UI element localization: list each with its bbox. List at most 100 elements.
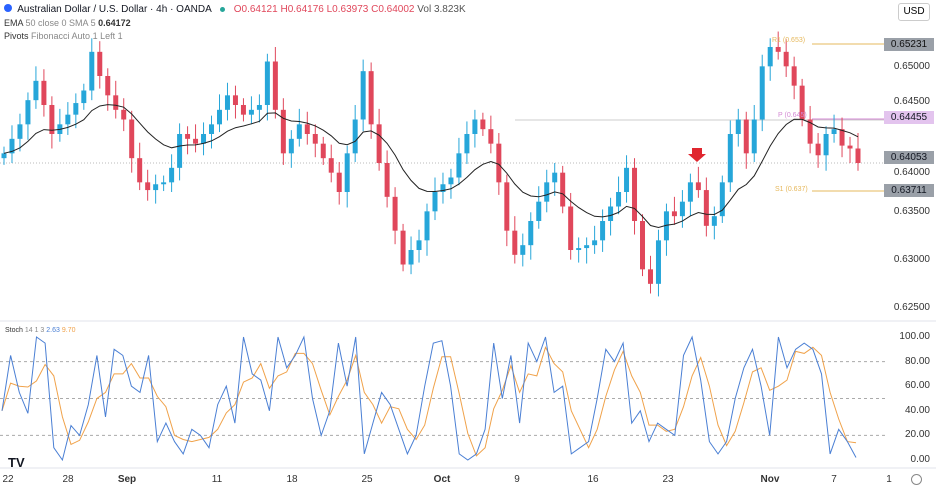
current-price-tag: 0.64053	[884, 151, 934, 164]
candle-body	[264, 61, 270, 105]
candle-body	[153, 184, 159, 191]
candle-body	[520, 245, 526, 255]
price-tick: 0.64000	[893, 167, 930, 178]
ema-line	[3, 104, 859, 229]
candle-body	[352, 119, 358, 154]
x-tick: 28	[62, 474, 74, 485]
candle-body	[727, 133, 733, 183]
candle-body	[687, 182, 693, 202]
candle-body	[201, 133, 207, 144]
pivot-label: P (0.645)	[778, 112, 807, 119]
stoch-label: Stoch	[5, 327, 23, 334]
stoch-tick: 0.00	[910, 454, 930, 465]
candle-body	[320, 143, 326, 159]
candle-body	[783, 51, 789, 67]
stoch-d-value: 9.70	[61, 327, 76, 334]
candle-body	[847, 145, 853, 149]
candle-body	[456, 153, 462, 178]
tradingview-logo-icon: TV	[8, 455, 25, 470]
stoch-params: 14 1 3	[24, 327, 45, 334]
candle-body	[464, 133, 470, 154]
candle-body	[256, 104, 262, 110]
stoch-legend[interactable]: Stoch 14 1 3 2.63 9.70	[5, 327, 75, 334]
candle-body	[33, 80, 39, 101]
ema-value: 0.64172	[98, 18, 131, 28]
candle-body	[41, 80, 47, 105]
candle-body	[536, 201, 542, 222]
low-value: L0.63973	[326, 4, 369, 15]
symbol-logo-icon	[4, 4, 12, 12]
candle-body	[304, 124, 310, 134]
candle-body	[408, 250, 414, 265]
candle-body	[272, 61, 278, 110]
stoch-tick: 100.00	[899, 331, 930, 342]
stoch-tick: 80.00	[904, 356, 930, 367]
candle-body	[97, 51, 103, 76]
candle-body	[73, 103, 79, 115]
candle-body	[336, 172, 342, 193]
pivots-legend[interactable]: Pivots Fibonacci Auto 1 Left 1	[4, 31, 123, 41]
candle-body	[248, 109, 254, 115]
candle-body	[240, 104, 246, 115]
candle-body	[743, 119, 749, 154]
candle-body	[145, 182, 151, 191]
candle-body	[616, 192, 622, 207]
candle-body	[9, 138, 15, 154]
candle-body	[632, 167, 638, 222]
candle-body	[767, 46, 773, 67]
stoch-tick: 60.00	[904, 380, 930, 391]
x-tick: 9	[514, 474, 520, 485]
candle-body	[432, 192, 438, 212]
candle-body	[496, 143, 502, 183]
candle-body	[193, 138, 199, 144]
x-tick: Oct	[433, 474, 451, 485]
price-tick: 0.62500	[893, 302, 930, 313]
s1-price-tag: 0.63711	[884, 184, 934, 197]
settings-icon[interactable]	[911, 474, 922, 485]
candle-body	[113, 95, 119, 110]
candle-body	[584, 245, 590, 249]
candle-body	[759, 66, 765, 120]
candle-body	[799, 85, 805, 120]
candle-body	[560, 172, 566, 207]
price-tick: 0.64500	[893, 96, 930, 107]
candle-body	[296, 124, 302, 139]
symbol-title[interactable]: Australian Dollar / U.S. Dollar · 4h · O…	[17, 4, 212, 15]
candle-body	[440, 184, 446, 193]
stoch-k-line	[1, 335, 857, 462]
down-arrow-icon	[688, 148, 706, 162]
high-value: H0.64176	[280, 4, 324, 15]
r1-label: R1 (0.653)	[772, 37, 806, 44]
x-tick: Nov	[760, 474, 780, 485]
candle-body	[89, 51, 95, 91]
candle-body	[831, 129, 837, 134]
stoch-d-line	[1, 345, 857, 457]
pivot-price-tag: 0.64455	[884, 111, 934, 124]
candle-body	[209, 124, 215, 134]
x-tick: 22	[2, 474, 14, 485]
x-tick: 1	[886, 474, 892, 485]
candle-body	[823, 133, 829, 156]
s1-label: S1 (0.637)	[775, 186, 808, 193]
ema-legend[interactable]: EMA 50 close 0 SMA 5 0.64172	[4, 18, 131, 28]
candle-body	[751, 119, 757, 154]
candle-body	[312, 133, 318, 144]
candle-body	[703, 190, 709, 226]
open-value: O0.64121	[233, 4, 278, 15]
symbol-header: Australian Dollar / U.S. Dollar · 4h · O…	[4, 4, 466, 15]
currency-button[interactable]: USD	[898, 3, 930, 21]
x-tick: 11	[211, 474, 223, 485]
candle-body	[288, 138, 294, 154]
x-tick: 25	[361, 474, 373, 485]
candle-body	[807, 119, 813, 144]
candle-body	[480, 119, 486, 130]
stoch-k-value: 2.63	[46, 327, 60, 334]
candle-body	[552, 172, 558, 183]
candle-body	[608, 206, 614, 222]
candle-body	[592, 240, 598, 246]
x-tick: 18	[286, 474, 298, 485]
candle-body	[711, 216, 717, 226]
candle-body	[624, 167, 630, 193]
